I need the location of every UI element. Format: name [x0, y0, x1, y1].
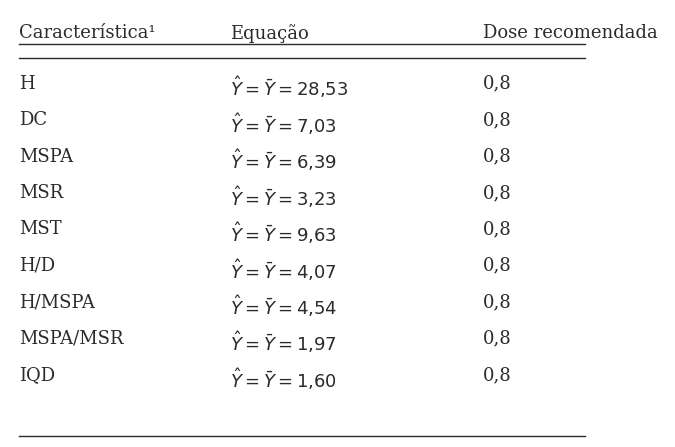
Text: 0,8: 0,8: [483, 257, 512, 275]
Text: Dose recomendada: Dose recomendada: [483, 24, 658, 42]
Text: $\hat{Y} = \bar{Y} = 4{,}07$: $\hat{Y} = \bar{Y} = 4{,}07$: [230, 257, 337, 283]
Text: H/D: H/D: [20, 257, 55, 275]
Text: Equação: Equação: [230, 24, 309, 42]
Text: 0,8: 0,8: [483, 75, 512, 93]
Text: 0,8: 0,8: [483, 111, 512, 129]
Text: $\hat{Y} = \bar{Y} = 3{,}23$: $\hat{Y} = \bar{Y} = 3{,}23$: [230, 184, 337, 210]
Text: $\hat{Y} = \bar{Y} = 28{,}53$: $\hat{Y} = \bar{Y} = 28{,}53$: [230, 75, 348, 101]
Text: DC: DC: [20, 111, 47, 129]
Text: $\hat{Y} = \bar{Y} = 1{,}60$: $\hat{Y} = \bar{Y} = 1{,}60$: [230, 366, 337, 392]
Text: 0,8: 0,8: [483, 366, 512, 384]
Text: 0,8: 0,8: [483, 220, 512, 238]
Text: MSPA/MSR: MSPA/MSR: [20, 330, 124, 348]
Text: MST: MST: [20, 220, 62, 238]
Text: $\hat{Y} = \bar{Y} = 4{,}54$: $\hat{Y} = \bar{Y} = 4{,}54$: [230, 293, 338, 319]
Text: H: H: [20, 75, 35, 93]
Text: IQD: IQD: [20, 366, 55, 384]
Text: 0,8: 0,8: [483, 330, 512, 348]
Text: MSPA: MSPA: [20, 148, 74, 165]
Text: $\hat{Y} = \bar{Y} = 1{,}97$: $\hat{Y} = \bar{Y} = 1{,}97$: [230, 330, 337, 355]
Text: H/MSPA: H/MSPA: [20, 293, 95, 311]
Text: 0,8: 0,8: [483, 293, 512, 311]
Text: MSR: MSR: [20, 184, 63, 202]
Text: 0,8: 0,8: [483, 184, 512, 202]
Text: $\hat{Y} = \bar{Y} = 9{,}63$: $\hat{Y} = \bar{Y} = 9{,}63$: [230, 220, 337, 246]
Text: $\hat{Y} = \bar{Y} = 6{,}39$: $\hat{Y} = \bar{Y} = 6{,}39$: [230, 148, 338, 173]
Text: 0,8: 0,8: [483, 148, 512, 165]
Text: $\hat{Y} = \bar{Y} = 7{,}03$: $\hat{Y} = \bar{Y} = 7{,}03$: [230, 111, 337, 137]
Text: Característica¹: Característica¹: [20, 24, 156, 42]
